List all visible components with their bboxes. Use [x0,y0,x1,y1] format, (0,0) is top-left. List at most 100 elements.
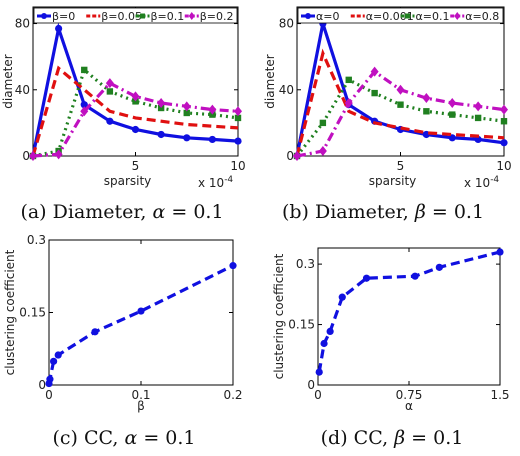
data-point [500,104,508,115]
legend-symbol: α [416,10,423,23]
legend: β=0 β=0.05 β=0.1 β=0.2 [33,7,238,24]
legend-value: =0.2 [207,10,234,23]
y-axis-label: diameter [263,54,277,108]
data-point [208,135,216,144]
x-tick-label: 0.2 [223,388,242,402]
data-point [423,108,430,115]
legend-symbol: β [101,10,108,23]
x-axis-label: sparsity [369,174,417,188]
legend-marker [41,13,47,19]
x-multiplier-exp: -4 [490,175,499,185]
caption-suffix: = 0.1 [405,427,463,449]
data-point [91,328,99,336]
data-point [229,262,237,270]
data-point [370,66,379,77]
data-point [397,101,404,108]
data-point [182,101,191,112]
x-multiplier: x 10-4 [464,175,499,190]
plot-frame [32,6,239,157]
data-point [293,151,301,161]
legend-symbol: α [316,10,323,23]
y-tick-label: 80 [279,17,294,31]
legend-symbol: β [151,10,158,23]
legend-value: =0 [59,10,75,23]
data-point [80,106,89,117]
data-point [46,375,54,383]
legend-value: =0.05 [108,10,142,23]
caption-suffix: = 0.1 [137,427,195,449]
y-tick-label: 0 [38,378,46,392]
y-tick-label: 0.3 [27,233,46,247]
x-tick-label: 0 [314,388,322,402]
data-point [106,88,114,95]
x-multiplier-base: x 10 [198,176,224,190]
series-line-1 [31,65,239,157]
data-point [320,339,328,348]
legend-symbol: α [465,10,472,23]
data-point [183,134,191,142]
chart-caption: (d) CC, β = 0.1 [321,427,464,449]
legend-label: β=0.05 [101,10,142,23]
legend-value: =0.001 [373,10,414,23]
data-point [234,137,242,145]
caption-symbol: β [414,201,426,223]
legend-value: =0.8 [473,10,500,23]
x-multiplier: x 10-4 [198,175,233,190]
y-axis-label: diameter [1,54,15,108]
data-point [448,134,456,142]
x-tick-label: 0 [45,388,53,402]
chart-panel-3: 0 0.75 1.5 0 0.15 0.3 α clustering coefficient (… [272,247,510,449]
data-point [55,24,63,33]
x-tick-label: 10 [496,159,511,173]
data-point [474,135,482,144]
legend-symbol: α [366,10,373,23]
legend-marker [140,13,145,19]
data-point [54,149,63,160]
caption-suffix: = 0.1 [165,201,223,223]
data-point [157,130,165,139]
x-tick-label: 0.1 [131,388,150,402]
legend-value: =0 [323,10,339,23]
x-axis-label: β [137,399,145,413]
legend-label: α=0.001 [366,10,414,23]
data-point [345,76,352,84]
caption-symbol: α [152,201,165,223]
legend-value: =0.1 [158,10,185,23]
caption-symbol: β [393,427,405,449]
data-point [81,66,88,74]
caption-suffix: = 0.1 [426,201,484,223]
data-point [137,307,145,315]
data-point [208,104,217,115]
y-tick-label: 40 [15,83,30,97]
legend-label: β=0 [52,10,75,23]
series-line-1 [295,48,505,157]
data-point [411,272,419,280]
x-axis-label: sparsity [104,174,152,188]
y-tick-label: 80 [15,17,30,31]
legend-label: α=0 [316,10,339,23]
data-point [131,91,140,102]
legend-marker [405,13,410,19]
data-point [435,263,443,271]
data-point [496,248,504,256]
x-axis-label: α [405,399,413,413]
chart-caption: (a) Diameter, α = 0.1 [20,201,223,223]
x-tick-label: 10 [230,159,245,173]
data-point [131,125,140,134]
data-point [54,351,62,359]
chart-caption: (b) Diameter, β = 0.1 [282,201,484,223]
caption-prefix: (b) Diameter, [282,201,415,223]
data-point [234,114,242,122]
x-tick-label: 1.5 [490,388,509,402]
caption-prefix: (c) CC, [52,427,124,449]
data-point [50,357,58,365]
data-point [448,98,457,109]
data-point [106,117,114,125]
data-point [500,118,508,125]
data-point [371,89,378,97]
legend-marker [454,12,461,20]
x-tick-label: 5 [397,159,405,173]
series-line-2 [32,67,239,158]
